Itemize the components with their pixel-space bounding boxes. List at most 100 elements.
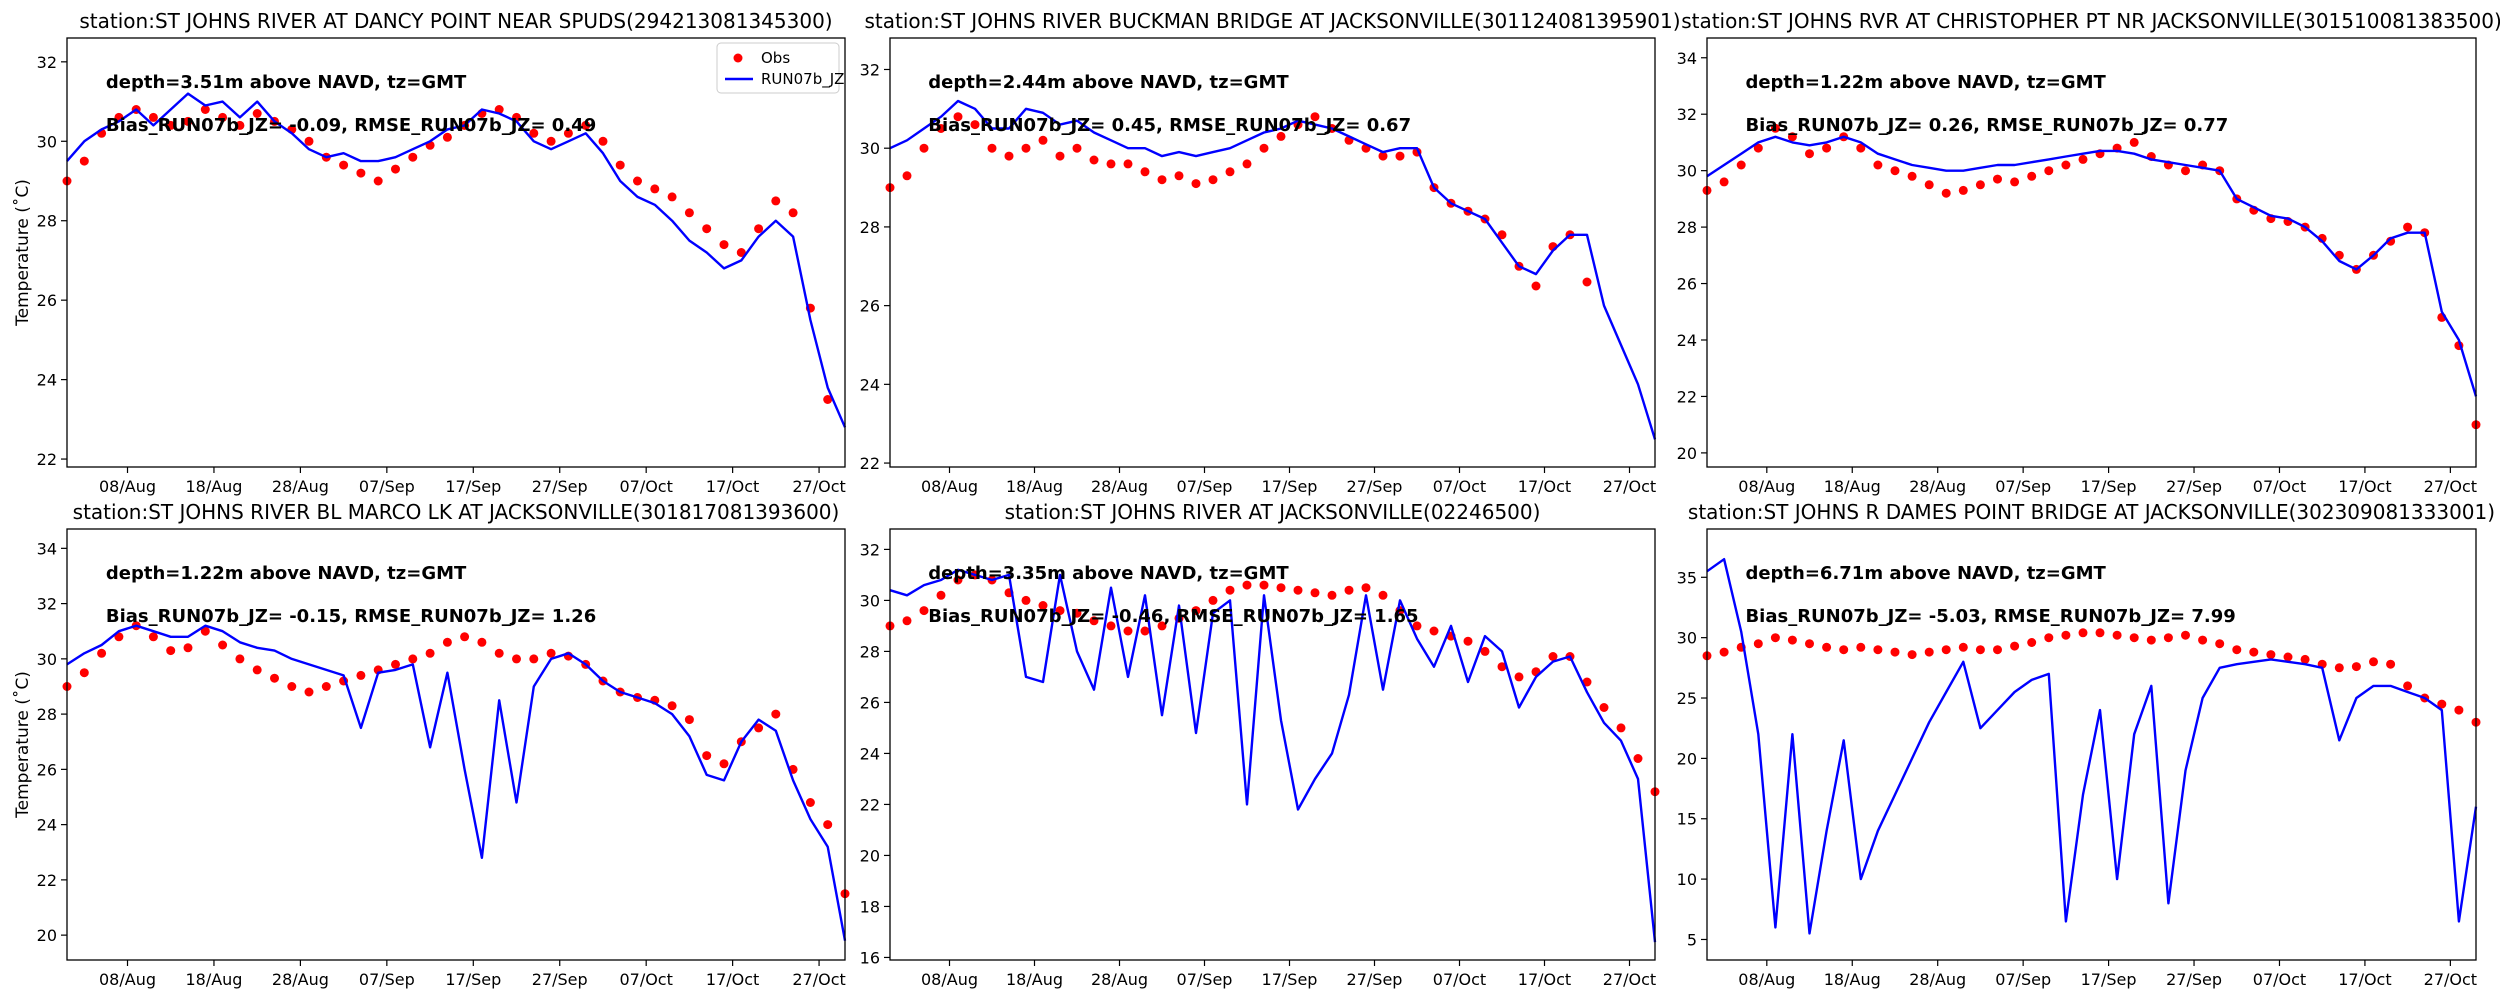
obs-point <box>321 682 331 691</box>
subplot-title: station:ST JOHNS R DAMES POINT BRIDGE AT… <box>1688 500 2495 524</box>
x-tick-label: 18/Aug <box>1006 970 1063 989</box>
obs-point <box>1497 230 1507 240</box>
subplot-title: station:ST JOHNS RIVER BL MARCO LK AT JA… <box>73 500 840 524</box>
depth-annotation: depth=2.44m above NAVD, tz=GMT <box>928 72 1289 93</box>
subplot-6: station:ST JOHNS R DAMES POINT BRIDGE AT… <box>1677 500 2495 989</box>
obs-point <box>719 759 729 769</box>
obs-point <box>2198 635 2208 645</box>
obs-point <box>823 820 833 830</box>
model-line <box>1706 135 2478 397</box>
stats-annotation: Bias_RUN07b_JZ= -0.09, RMSE_RUN07b_JZ= 0… <box>106 115 596 136</box>
y-tick-label: 22 <box>860 795 880 814</box>
obs-point <box>2232 645 2242 655</box>
obs-point <box>581 120 591 130</box>
y-tick-label: 28 <box>860 642 880 661</box>
obs-point <box>2334 663 2344 673</box>
legend-obs-label: Obs <box>761 49 790 67</box>
stats-annotation: Bias_RUN07b_JZ= -5.03, RMSE_RUN07b_JZ= 7… <box>1745 606 2235 627</box>
y-tick-label: 30 <box>1677 629 1697 648</box>
y-tick-label: 10 <box>1677 870 1697 889</box>
x-tick-label: 28/Aug <box>1091 970 1148 989</box>
obs-point <box>1242 159 1252 169</box>
obs-point <box>1106 621 1116 631</box>
obs-point <box>1208 175 1218 185</box>
subplot-2: station:ST JOHNS RIVER BUCKMAN BRIDGE AT… <box>860 9 1681 496</box>
plot-area <box>890 38 1655 467</box>
obs-point <box>1004 151 1014 161</box>
y-tick-label: 34 <box>1677 49 1697 68</box>
obs-point <box>235 654 245 664</box>
y-tick-label: 30 <box>860 139 880 158</box>
x-tick-label: 27/Oct <box>1603 970 1656 989</box>
obs-point <box>494 648 504 658</box>
obs-point <box>1941 645 1951 655</box>
y-tick-label: 26 <box>1677 275 1697 294</box>
obs-point <box>2146 635 2156 645</box>
x-tick-label: 28/Aug <box>1091 477 1148 496</box>
y-tick-label: 24 <box>37 371 57 390</box>
obs-point <box>2283 652 2293 662</box>
obs-point <box>1975 180 1985 190</box>
obs-point <box>1770 123 1780 133</box>
x-tick-label: 18/Aug <box>1824 970 1881 989</box>
obs-point <box>771 709 781 719</box>
x-tick-label: 17/Oct <box>2338 477 2391 496</box>
obs-point <box>1259 143 1269 153</box>
axes-frame <box>66 528 846 961</box>
obs-point <box>1225 585 1235 595</box>
obs-point <box>546 136 556 146</box>
obs-point <box>1941 188 1951 198</box>
y-tick-label: 32 <box>37 53 57 72</box>
legend-box <box>716 42 840 94</box>
model-line <box>66 624 847 941</box>
obs-point <box>425 648 435 658</box>
obs-point <box>1327 590 1337 600</box>
obs-point <box>1463 636 1473 646</box>
obs-point <box>736 248 746 257</box>
y-tick-label: 30 <box>37 132 57 151</box>
y-tick-label: 25 <box>1677 689 1697 708</box>
y-tick-label: 28 <box>1677 218 1697 237</box>
obs-point <box>2181 166 2190 176</box>
stats-annotation: Bias_RUN07b_JZ= -0.15, RMSE_RUN07b_JZ= 1… <box>106 606 596 627</box>
obs-point <box>684 715 694 725</box>
x-tick-label: 08/Aug <box>1738 970 1795 989</box>
obs-point <box>408 152 418 162</box>
x-tick-label: 07/Oct <box>1433 477 1486 496</box>
obs-point <box>1225 167 1235 177</box>
legend-model-label: RUN07b_JZ <box>761 70 844 89</box>
x-tick-label: 08/Aug <box>99 970 156 989</box>
obs-point <box>953 575 963 585</box>
x-tick-label: 18/Aug <box>185 477 242 496</box>
x-tick-label: 07/Sep <box>1995 477 2051 496</box>
x-tick-label: 17/Oct <box>1518 477 1571 496</box>
obs-point <box>2351 662 2361 672</box>
obs-point <box>304 136 314 146</box>
axes-frame <box>889 37 1656 468</box>
obs-point <box>287 682 297 691</box>
obs-point <box>633 176 642 186</box>
x-tick-label: 07/Oct <box>1433 970 1486 989</box>
obs-point <box>1719 177 1729 187</box>
obs-point <box>79 668 89 678</box>
x-tick-label: 17/Sep <box>445 477 501 496</box>
y-tick-label: 24 <box>1677 331 1697 350</box>
axes-frame <box>889 528 1656 961</box>
x-tick-label: 27/Sep <box>532 477 588 496</box>
obs-point <box>2027 638 2037 647</box>
obs-point <box>1975 645 1985 655</box>
y-tick-label: 26 <box>860 693 880 712</box>
obs-point <box>1378 590 1388 600</box>
depth-annotation: depth=3.51m above NAVD, tz=GMT <box>106 72 467 93</box>
plot-area <box>1707 529 2476 960</box>
x-tick-label: 27/Sep <box>2166 477 2222 496</box>
obs-point <box>2010 641 2020 651</box>
x-tick-label: 07/Sep <box>1995 970 2051 989</box>
y-tick-label: 24 <box>860 744 880 763</box>
plot-area <box>1707 38 2476 467</box>
obs-point <box>1822 642 1832 652</box>
obs-point <box>1123 626 1133 636</box>
obs-point <box>1055 606 1065 616</box>
obs-point <box>1616 723 1626 733</box>
model-line <box>889 568 1657 943</box>
